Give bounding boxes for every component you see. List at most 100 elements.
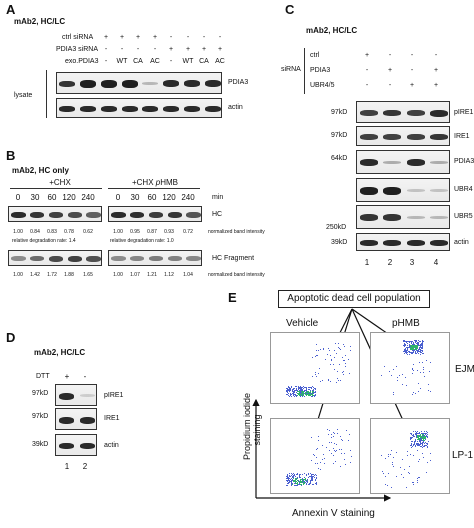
band [100,106,117,112]
flow-event [312,477,314,479]
flow-event [420,346,422,348]
band [430,189,449,192]
flow-event [410,351,412,353]
flow-event [403,350,405,352]
flow-event [417,435,419,437]
band [86,212,101,218]
flow-event [287,481,289,483]
band [359,240,378,246]
flow-event [307,479,309,481]
condition-mark: - [202,34,206,41]
flow-event [423,456,425,458]
flow-event [409,340,411,342]
flow-event [305,386,307,388]
flow-event [286,389,288,391]
norm-label-2: normalized band intensity [208,272,265,278]
flow-event [310,479,312,481]
flow-event [423,433,425,435]
flow-event [294,480,296,482]
flow-event [429,370,431,372]
flow-event [415,347,417,349]
panel-a-title: mAb2, HC/LC [14,17,66,26]
flow-event [288,478,290,480]
flow-event [412,346,414,348]
flow-event [392,466,394,468]
flow-event [331,453,333,455]
flow-event [417,341,419,343]
mw-97-2: 97kD [331,132,348,139]
flow-event [414,440,416,442]
flow-event [403,351,405,353]
flow-event [419,437,421,439]
flow-event [416,348,418,350]
flow-event [309,481,311,483]
flow-event [301,390,303,392]
flow-event [328,379,330,381]
flow-event [288,395,290,397]
band [100,80,117,88]
band [359,214,378,221]
flow-event [296,480,298,482]
flow-event [411,437,413,439]
flow-event [307,482,309,484]
band [148,256,164,261]
flow-event [294,478,296,480]
flow-event [318,439,320,441]
flow-event [418,445,420,447]
flow-event [349,373,350,375]
flow-event [303,390,305,392]
flow-event [328,449,330,451]
flow-event [411,367,413,369]
flow-event [404,350,406,352]
flow-event [411,349,413,351]
row-label-pdia3-sirna: PDIA3 siRNA [56,46,99,53]
blot-c-actin-label: actin [454,239,469,246]
flow-event [411,443,413,445]
flow-event [308,387,310,389]
mw-97-1: 97kD [331,109,348,116]
flow-event [422,343,424,345]
cond-chx: +CHX [49,178,71,187]
flow-event [398,375,400,377]
flow-event [334,356,336,358]
band [163,106,179,112]
flow-event [308,474,310,476]
intensity-value: 1.42 [30,272,40,278]
band [58,417,75,424]
flow-event [386,485,388,487]
flow-event [412,341,414,343]
blot-d-ire1-label: IRE1 [104,415,120,422]
flow-event [306,387,308,389]
flow-event [286,392,288,393]
flow-event [405,341,407,343]
blot-c-ubr5 [356,205,450,229]
flow-event [426,437,428,439]
condition-mark: + [364,52,370,59]
flow-event [417,342,419,344]
flow-event [312,483,314,485]
flow-event [303,483,305,485]
flow-event [421,444,423,446]
flow-event [410,341,412,343]
flow-event [412,431,414,433]
flow-event [395,365,397,367]
flow-event [414,349,416,351]
time-point: 240 [181,193,195,202]
flow-event [413,363,415,365]
blot-c-ire1 [356,126,450,146]
flow-event [337,377,339,379]
flow-event [308,394,310,396]
blot-d-pire1 [55,384,97,406]
flow-event [311,395,313,397]
flow-event [291,478,293,480]
flow-event [294,390,296,392]
band [80,80,96,88]
flow-event [324,462,326,464]
band [430,216,449,219]
flow-event [412,347,414,349]
flow-event [312,392,314,394]
condition-mark: CA [199,58,209,65]
flow-event [316,354,318,356]
flow-event [302,392,304,394]
flow-event [385,458,387,460]
